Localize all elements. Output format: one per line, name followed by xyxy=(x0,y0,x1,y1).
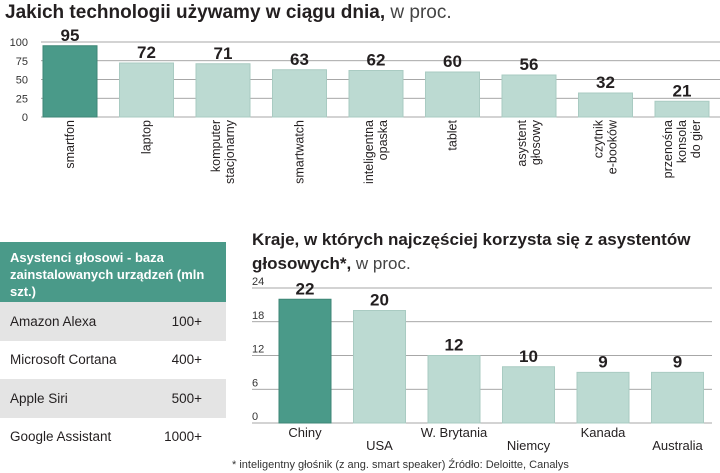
table-body: Amazon Alexa 100+ Microsoft Cortana 400+ App… xyxy=(0,302,226,456)
data-label: 20 xyxy=(370,291,389,310)
bar xyxy=(195,63,251,118)
table-row: Microsoft Cortana 400+ xyxy=(0,340,226,379)
data-label: 9 xyxy=(673,352,682,371)
x-category-label: czytnik xyxy=(592,119,606,158)
chart2-title: Kraje, w których najczęściej korzysta si… xyxy=(252,228,712,276)
y-tick-label: 50 xyxy=(16,75,28,87)
data-label: 72 xyxy=(137,43,156,62)
footnote: * inteligentny głośnik (z ang. smart spe… xyxy=(232,459,569,471)
x-category-label: głosowy xyxy=(529,119,543,165)
data-label: 10 xyxy=(519,347,538,366)
data-label: 22 xyxy=(296,279,315,298)
x-category-label: asystent xyxy=(515,119,529,166)
installed-base-value: 100+ xyxy=(171,313,202,329)
data-label: 95 xyxy=(61,26,80,45)
y-tick-label: 18 xyxy=(252,310,264,322)
y-tick-label: 75 xyxy=(16,56,28,68)
x-category-label: Niemcy xyxy=(507,438,551,453)
data-label: 21 xyxy=(673,81,692,100)
bar xyxy=(651,371,704,424)
data-label: 9 xyxy=(598,352,607,371)
assistant-name: Amazon Alexa xyxy=(10,313,97,329)
chart1-title-bold: Jakich technologii używamy w ciągu dnia, xyxy=(5,2,386,23)
x-category-label: inteligentna xyxy=(362,120,376,184)
x-category-label: opaska xyxy=(376,120,390,160)
y-tick-label: 0 xyxy=(252,411,258,423)
data-label: 32 xyxy=(596,73,615,92)
bar xyxy=(353,310,406,424)
bar xyxy=(654,100,710,118)
x-category-label: Kanada xyxy=(581,425,627,440)
x-category-label: konsola xyxy=(675,120,689,163)
data-label: 62 xyxy=(367,51,386,70)
x-category-label: stacjonarny xyxy=(223,119,237,184)
chart2-title-unit: w proc. xyxy=(351,254,411,273)
y-tick-label: 6 xyxy=(252,377,258,389)
installed-base-value: 1000+ xyxy=(164,429,202,445)
installed-base-value: 400+ xyxy=(171,352,202,368)
bar xyxy=(502,366,555,424)
data-label: 71 xyxy=(214,44,233,63)
y-tick-label: 100 xyxy=(10,37,28,49)
bar xyxy=(278,298,332,424)
x-category-label: laptop xyxy=(140,120,154,154)
bar xyxy=(427,355,481,424)
x-category-label: do gier xyxy=(689,120,703,158)
voice-assistants-table: Asystenci głosowi - baza zainstalowanych… xyxy=(0,242,226,456)
table-row: Google Assistant 1000+ xyxy=(0,417,226,456)
x-category-label: USA xyxy=(366,438,393,453)
assistant-name: Google Assistant xyxy=(10,429,112,445)
bar xyxy=(348,70,404,118)
assistant-name: Apple Siri xyxy=(10,390,68,406)
data-label: 56 xyxy=(520,55,539,74)
x-category-label: Chiny xyxy=(288,425,322,440)
x-category-label: e-booków xyxy=(606,119,620,174)
x-category-label: smartwatch xyxy=(293,120,307,184)
bar xyxy=(425,71,480,118)
installed-base-value: 500+ xyxy=(171,390,202,406)
y-tick-label: 24 xyxy=(252,276,264,288)
table-header: Asystenci głosowi - baza zainstalowanych… xyxy=(0,242,226,302)
y-tick-label: 0 xyxy=(22,112,28,124)
x-category-label: Australia xyxy=(652,438,703,453)
chart1-title-unit: w proc. xyxy=(385,2,452,23)
data-label: 60 xyxy=(443,52,462,71)
x-category-label: komputer xyxy=(209,120,223,172)
chart2-title-bold: Kraje, w których najczęściej korzysta si… xyxy=(252,230,691,273)
x-category-label: tablet xyxy=(446,119,460,150)
y-tick-label: 25 xyxy=(16,93,28,105)
data-label: 12 xyxy=(445,336,464,355)
x-category-label: przenośna xyxy=(661,120,675,178)
chart1-plot: 0 25 50 75 100 95 smartfon 72 laptop 71 komputer st… xyxy=(10,26,720,184)
bar xyxy=(576,371,630,424)
assistant-name: Microsoft Cortana xyxy=(10,352,117,368)
bar xyxy=(578,92,633,118)
bar xyxy=(272,69,327,118)
x-category-label: W. Brytania xyxy=(421,425,488,440)
bar xyxy=(501,74,557,118)
data-label: 63 xyxy=(290,50,309,69)
table-row: Apple Siri 500+ xyxy=(0,379,226,418)
y-tick-label: 12 xyxy=(252,344,264,356)
bar xyxy=(42,45,98,118)
table-row: Amazon Alexa 100+ xyxy=(0,302,226,341)
x-category-label: smartfon xyxy=(63,120,77,169)
bar xyxy=(119,62,174,118)
chart1-title: Jakich technologii używamy w ciągu dnia,… xyxy=(5,2,452,24)
